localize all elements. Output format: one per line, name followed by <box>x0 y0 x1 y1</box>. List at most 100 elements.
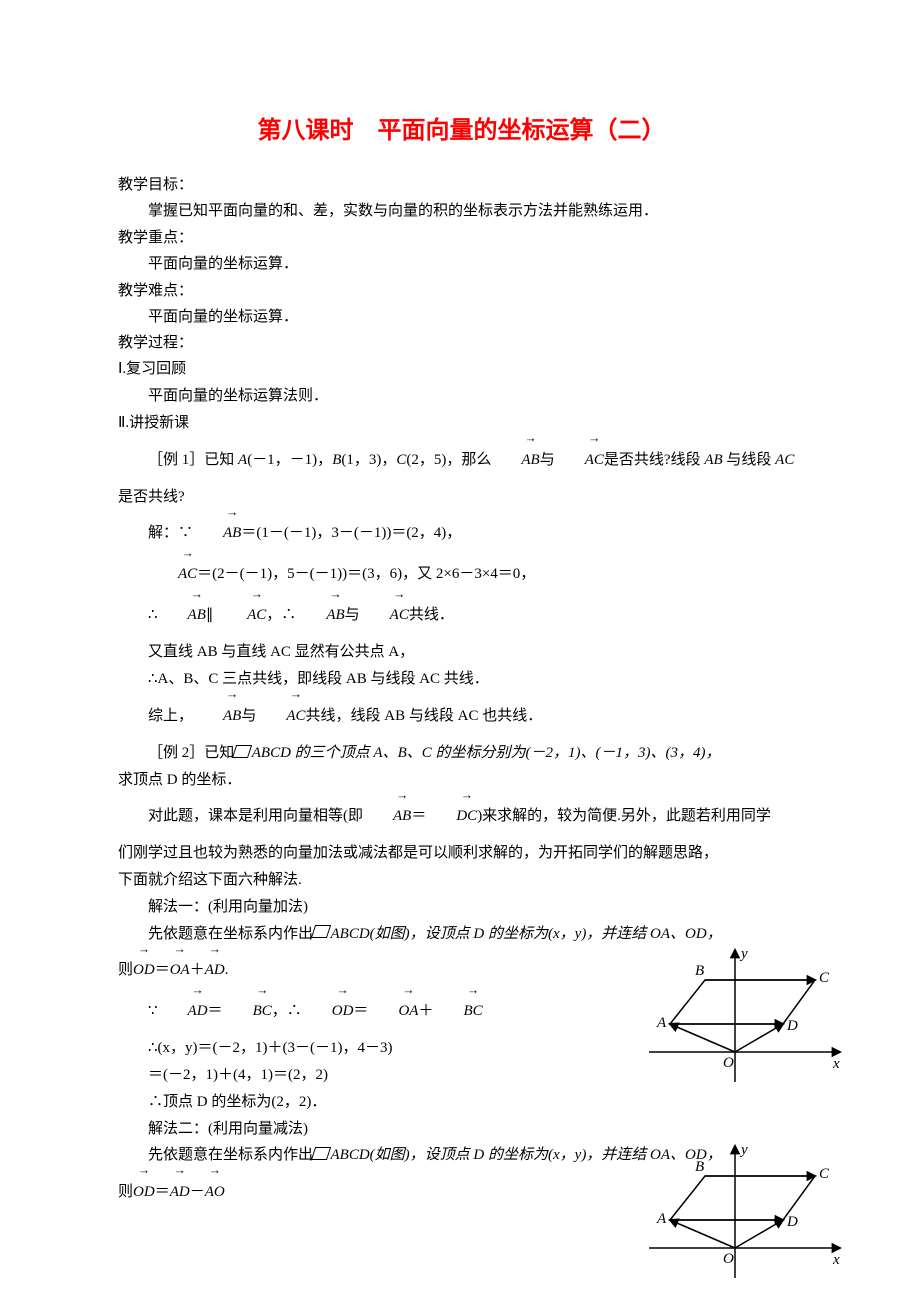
ex1-stem-a: ［例 1］已知 <box>148 452 238 468</box>
ex1-mid: 与 <box>540 452 555 468</box>
seg-ac: AC <box>775 452 794 468</box>
m1-then: 则 <box>118 962 133 978</box>
parallelogram-icon-2 <box>311 925 331 938</box>
fig-label-d: D <box>786 1018 798 1034</box>
vec-od-2: OD <box>302 995 354 1028</box>
s-a: 综上， <box>148 708 193 724</box>
ex1-sol-label: 解：∵ <box>148 525 193 541</box>
proc-label: 教学过程： <box>118 331 805 355</box>
fig-label-c: C <box>819 970 830 986</box>
ex1-C: C <box>396 452 406 468</box>
fig-label-a: A <box>656 1015 667 1031</box>
part2-label: Ⅱ.讲授新课 <box>118 411 805 436</box>
fig2-label-c: C <box>819 1166 830 1182</box>
fig-label-o: O <box>723 1055 734 1071</box>
vec-od-3: OD <box>133 1176 155 1209</box>
ex1-A: A <box>238 452 247 468</box>
fig2-label-y: y <box>739 1142 748 1158</box>
vec-ac: AC <box>555 444 604 477</box>
c1b: ∥ <box>206 607 214 623</box>
m2-e1b: － <box>190 1184 205 1200</box>
fig2-label-d: D <box>786 1214 798 1230</box>
m2-then: 则 <box>118 1184 133 1200</box>
m1-e1a: ＝ <box>155 962 170 978</box>
vec-dc: DC <box>426 800 477 833</box>
key-text: 平面向量的坐标运算． <box>118 252 805 277</box>
ex1-conc1: ∴AB∥ AC，∴AB与AC共线． <box>118 599 805 632</box>
vec-ab-2: AB <box>193 517 241 550</box>
vec-ad: AD <box>205 954 225 987</box>
note-c: )来求解的，较为简便.另外，此题若利用同学 <box>477 808 771 824</box>
key-label: 教学重点： <box>118 226 805 250</box>
m1-e2a: ＝ <box>208 1003 223 1019</box>
part1-label: Ⅰ.复习回顾 <box>118 357 805 382</box>
fig2-label-b: B <box>695 1159 704 1175</box>
vec-bc-2: BC <box>433 995 482 1028</box>
ex1-stem: ［例 1］已知 A(－1，－1)，B(1，3)，C(2，5)，那么AB与AC是否… <box>118 444 805 477</box>
m1-bec: ∵ <box>148 1003 158 1019</box>
m1-e1b: ＋ <box>190 962 205 978</box>
ex1-summary: 综上，AB与AC共线，线段 AB 与线段 AC 也共线． <box>118 700 805 733</box>
c1c: ，∴ <box>266 607 296 623</box>
page-title: 第八课时 平面向量的坐标运算（二） <box>118 110 805 145</box>
ex1-Aval: (－1，－1)， <box>247 452 332 468</box>
ex1-ab-eq: ＝(1－(－1)，3－(－1))＝(2，4)， <box>241 525 461 541</box>
vec-oa-2: OA <box>368 995 418 1028</box>
m1-e2c: ＝ <box>353 1003 368 1019</box>
diff-text: 平面向量的坐标运算． <box>118 305 805 330</box>
s-b: 与 <box>241 708 256 724</box>
vec-ac-3: AC <box>217 599 266 632</box>
vec-ab-3: AB <box>158 599 206 632</box>
vec-ac-4: AC <box>360 599 409 632</box>
ex2-b: ABCD 的三个顶点 A、B、C 的坐标分别为(－2，1)、(－1，3)、(3，… <box>252 745 721 761</box>
fig-label-b: B <box>695 963 704 979</box>
note-b: ＝ <box>411 808 426 824</box>
vec-ad-2: AD <box>158 995 208 1028</box>
parallelogram-icon <box>232 745 252 758</box>
parallelogram-icon-3 <box>311 1147 331 1160</box>
seg-ab: AB <box>704 452 722 468</box>
vec-bc: BC <box>223 995 272 1028</box>
ex1-tail1: 是否共线?线段 <box>604 452 704 468</box>
m1-e2b: ，∴ <box>272 1003 302 1019</box>
ex2-a: ［例 2］已知 <box>148 745 234 761</box>
vec-ab: AB <box>491 444 539 477</box>
c1d: 与 <box>345 607 360 623</box>
vec-ab-6: AB <box>363 800 411 833</box>
ex1-Bval: (1，3)， <box>341 452 396 468</box>
fig-label-x: x <box>832 1056 840 1072</box>
ex2-stem: ［例 2］已知 ABCD 的三个顶点 A、B、C 的坐标分别为(－2，1)、(－1… <box>118 741 805 766</box>
ex2-note-3: 下面就介绍这下面六种解法. <box>118 868 805 893</box>
m1-label: 解法一：(利用向量加法) <box>118 895 805 920</box>
fig2-label-o: O <box>723 1251 734 1267</box>
m1-res: ∴顶点 D 的坐标为(2，2)． <box>118 1090 805 1115</box>
c1a: ∴ <box>148 607 158 623</box>
vec-od: OD <box>133 954 155 987</box>
ex1-sol-1: 解：∵AB＝(1－(－1)，3－(－1))＝(2，4)， <box>118 517 805 550</box>
goal-text: 掌握已知平面向量的和、差，实数与向量的积的坐标表示方法并能熟练运用． <box>118 199 805 224</box>
figure-1: A B C D O x y <box>635 942 850 1087</box>
s-c: 共线，线段 AB 与线段 AC 也共线． <box>306 708 543 724</box>
vec-oa: OA <box>170 954 190 987</box>
m2-t1: 先依题意在坐标系内作出 <box>148 1147 313 1163</box>
ex1-tail2: 与线段 <box>723 452 776 468</box>
fig2-label-x: x <box>832 1252 840 1268</box>
ex1-Cval: (2，5)，那么 <box>406 452 491 468</box>
vec-ao: AO <box>205 1176 225 1209</box>
page: 第八课时 平面向量的坐标运算（二） 教学目标： 掌握已知平面向量的和、差，实数与… <box>0 0 920 1302</box>
m2-e1a: ＝ <box>155 1184 170 1200</box>
fig-label-y: y <box>739 946 748 962</box>
diff-label: 教学难点： <box>118 279 805 303</box>
note-a: 对此题，课本是利用向量相等(即 <box>148 808 363 824</box>
c1e: 共线． <box>409 607 454 623</box>
vec-ab-5: AB <box>193 700 241 733</box>
m1-t2: ABCD(如图)，设顶点 D 的坐标为(x，y)，并连结 OA、OD， <box>331 926 722 942</box>
m1-t1: 先依题意在坐标系内作出 <box>148 926 313 942</box>
goal-label: 教学目标： <box>118 173 805 197</box>
part1-text: 平面向量的坐标运算法则． <box>118 384 805 409</box>
vec-ad-3: AD <box>170 1176 190 1209</box>
ex2-note-2: 们刚学过且也较为熟悉的向量加法或减法都是可以顺利求解的，为开拓同学们的解题思路， <box>118 841 805 866</box>
ex1-sol-2: AC＝(2－(－1)，5－(－1))＝(3，6)，又 2×6－3×4＝0， <box>118 558 805 591</box>
m1-e2d: ＋ <box>418 1003 433 1019</box>
figure-2: A B C D O x y <box>635 1138 850 1283</box>
